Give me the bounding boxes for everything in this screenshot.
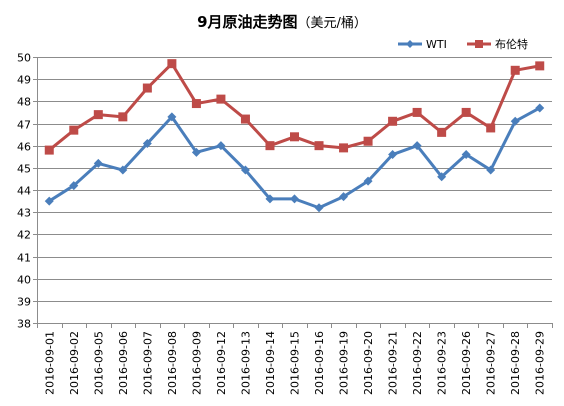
x-tick-label: 2016-09-26 [460,331,473,395]
data-point [216,94,226,104]
data-point [388,116,398,126]
x-tick-label: 2016-09-05 [92,331,105,395]
x-tick-label: 2016-09-13 [239,331,252,395]
x-tick-label: 2016-09-08 [166,331,179,395]
data-point [510,116,520,126]
x-tick-label: 2016-09-23 [436,331,449,395]
y-tick-label: 49 [17,74,31,87]
data-point [44,145,54,155]
data-point [339,192,349,202]
data-point [314,141,324,151]
y-tick-label: 46 [17,141,31,154]
data-point [363,136,373,146]
legend-marker [475,40,483,48]
legend-item: WTI [398,38,447,51]
data-point [314,203,324,213]
x-tick-label: 2016-09-15 [289,331,302,395]
data-point [167,59,177,69]
data-point [363,176,373,186]
axes: 38 39 40 41 42 43 44 45 46 47 48 49 50 2016-09-01 2016… [17,52,553,395]
data-point [69,181,79,191]
data-point [167,112,177,122]
data-point [265,141,275,151]
gridlines [37,57,552,302]
data-point [461,107,471,117]
x-tick-label: 2016-09-01 [43,331,56,395]
data-point [216,141,226,151]
x-tick-label: 2016-09-20 [362,331,375,395]
data-point [44,196,54,206]
chart-title-main: 9月原油走势图 [197,13,297,31]
x-tick-label: 2016-09-12 [215,331,228,395]
legend-label: WTI [426,38,447,51]
legend: WTI 布伦特 [398,37,528,51]
data-point [93,110,103,120]
x-tick-label: 2016-09-16 [313,331,326,395]
data-point [486,165,496,175]
data-point [240,114,250,124]
data-point [118,165,128,175]
data-point [118,112,128,122]
x-tick-label: 2016-09-29 [534,331,547,395]
x-tick-label: 2016-09-19 [338,331,351,395]
data-point [339,143,349,153]
data-point [510,65,520,75]
y-tick-label: 40 [17,274,31,287]
y-tick-label: 38 [17,318,31,331]
y-tick-label: 48 [17,96,31,109]
x-tick-label: 2016-09-21 [387,331,400,395]
series-group [44,59,545,213]
data-point [412,141,422,151]
y-tick-label: 44 [17,185,31,198]
legend-label: 布伦特 [495,37,528,51]
x-tick-label: 2016-09-06 [117,331,130,395]
data-point [142,138,152,148]
y-tick-label: 41 [17,252,31,265]
data-point [290,194,299,204]
y-tick-label: 50 [17,52,31,65]
x-tick-label: 2016-09-07 [141,331,154,395]
data-point [191,99,201,109]
y-tick-label: 39 [17,296,31,309]
data-point [486,123,496,133]
data-point [69,125,79,135]
data-point [535,61,545,71]
data-point [437,172,447,182]
data-point [535,103,545,113]
data-point [191,147,201,157]
data-point [437,127,447,137]
chart-title: 9月原油走势图（美元/桶） [197,13,367,31]
legend-item: 布伦特 [467,37,528,51]
x-tick-label: 2016-09-14 [264,331,277,395]
data-point [93,158,103,168]
x-tick-label: 2016-09-27 [485,331,498,395]
x-tick-label: 2016-09-09 [190,331,203,395]
data-point [412,107,422,117]
series-2 [44,59,545,155]
x-tick-label: 2016-09-28 [509,331,522,395]
data-point [388,150,398,160]
x-tick-label: 2016-09-22 [411,331,424,395]
y-tick-label: 47 [17,119,31,132]
data-point [461,150,471,160]
chart-title-unit: （美元/桶） [298,16,367,31]
data-point [265,194,275,204]
data-point [142,83,152,93]
series-1 [44,103,545,213]
y-tick-label: 42 [17,229,31,242]
y-tick-label: 45 [17,163,31,176]
y-tick-label: 43 [17,207,31,220]
data-point [240,165,250,175]
legend-marker [406,40,414,48]
data-point [290,132,299,142]
x-tick-label: 2016-09-02 [68,331,81,395]
